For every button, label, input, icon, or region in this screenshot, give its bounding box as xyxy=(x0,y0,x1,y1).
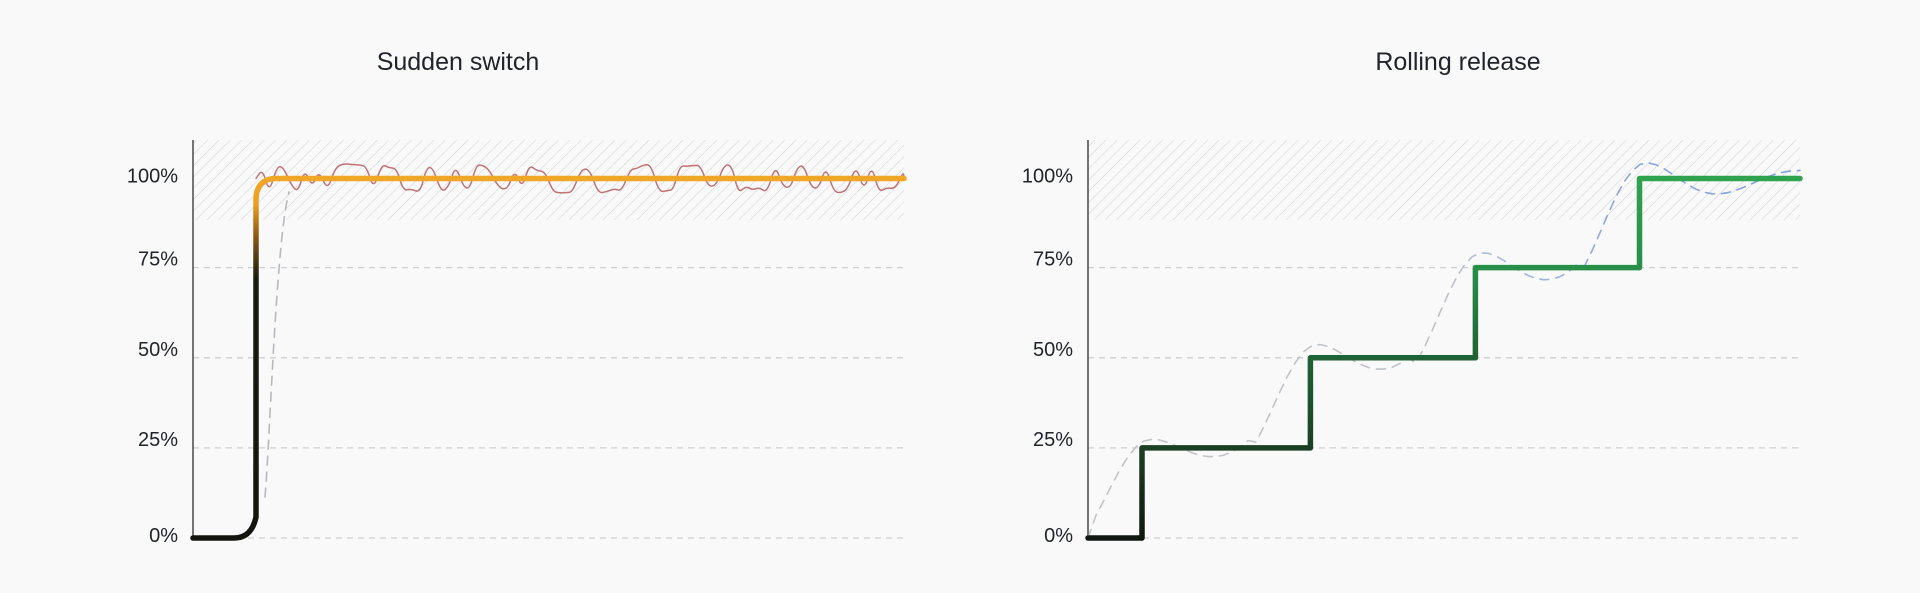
svg-text:25%: 25% xyxy=(138,429,178,451)
svg-text:50%: 50% xyxy=(138,339,178,361)
svg-text:25%: 25% xyxy=(1033,429,1073,451)
svg-text:0%: 0% xyxy=(1044,525,1073,547)
svg-text:100%: 100% xyxy=(1022,166,1073,188)
svg-text:100%: 100% xyxy=(127,166,178,188)
svg-text:75%: 75% xyxy=(1033,249,1073,271)
svg-text:0%: 0% xyxy=(149,525,178,547)
svg-text:75%: 75% xyxy=(138,249,178,271)
svg-text:50%: 50% xyxy=(1033,339,1073,361)
